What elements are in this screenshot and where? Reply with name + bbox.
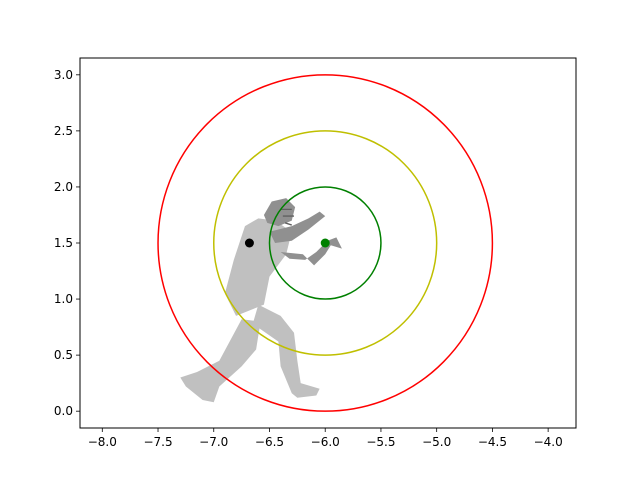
circle-r-0 — [268, 186, 382, 300]
point-1 — [320, 238, 330, 248]
x-tick-label: −7.0 — [199, 435, 228, 449]
x-tick-label: −5.0 — [422, 435, 451, 449]
x-tick-label: −5.5 — [366, 435, 395, 449]
x-tick-label: −6.0 — [311, 435, 340, 449]
point-0 — [244, 238, 254, 248]
football-player-silhouette — [180, 198, 342, 403]
x-tick-label: −8.0 — [88, 435, 117, 449]
y-tick-label: 1.5 — [54, 236, 73, 250]
y-tick-label: 2.5 — [54, 124, 73, 138]
y-tick-label: 3.0 — [54, 68, 73, 82]
circle-r-1 — [213, 130, 438, 356]
x-tick-label: −4.0 — [534, 435, 563, 449]
y-tick-label: 0.0 — [54, 404, 73, 418]
circle-r-2 — [157, 74, 494, 412]
y-tick-label: 0.5 — [54, 348, 73, 362]
y-tick-label: 2.0 — [54, 180, 73, 194]
x-tick-label: −6.5 — [255, 435, 284, 449]
x-tick-label: −4.5 — [478, 435, 507, 449]
x-tick-label: −7.5 — [143, 435, 172, 449]
y-tick-label: 1.0 — [54, 292, 73, 306]
